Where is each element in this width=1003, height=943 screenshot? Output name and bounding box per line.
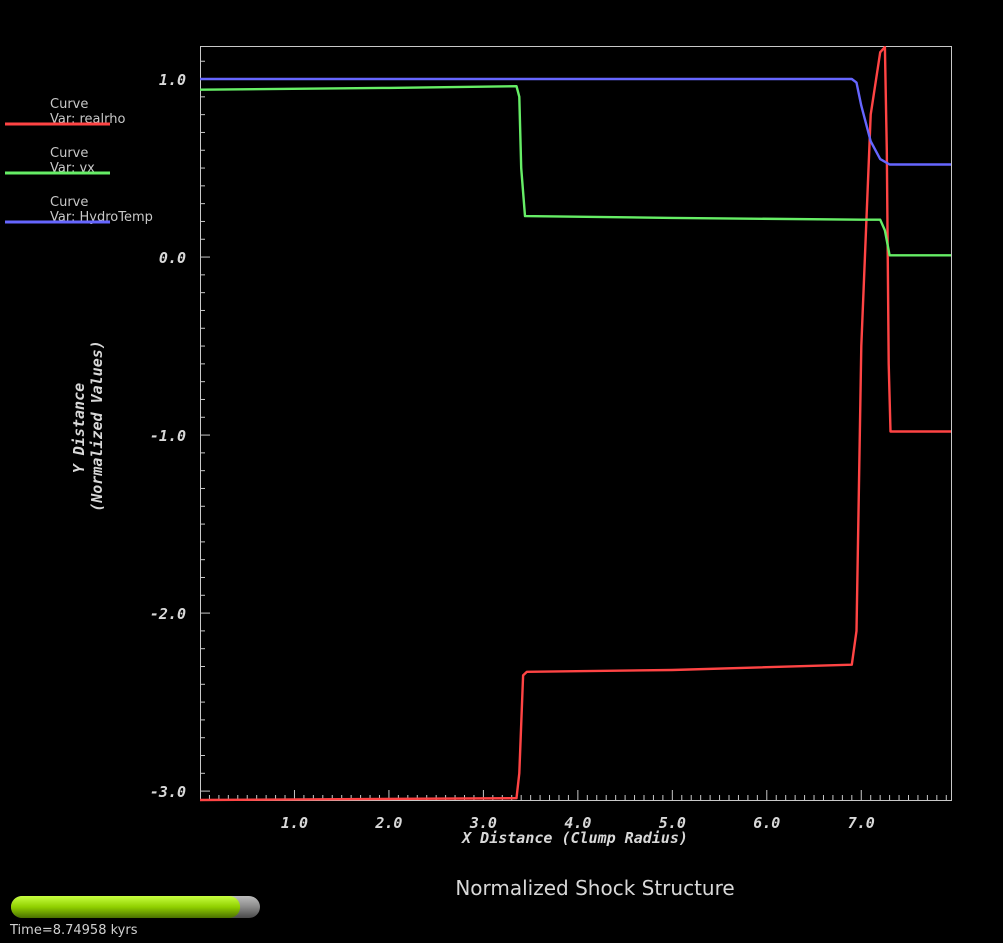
y-tick-label: -3.0	[150, 783, 186, 801]
x-tick-label: 5.0	[659, 814, 686, 832]
plot-frame	[200, 46, 952, 801]
x-tick-label: 4.0	[564, 814, 591, 832]
x-tick-label: 1.0	[281, 814, 308, 832]
legend-label-curve: Curve	[50, 146, 88, 161]
y-axis-ticks: 1.0 0.0 -1.0 -2.0 -3.0	[150, 60, 210, 801]
y-tick-label: -1.0	[150, 427, 186, 445]
y-axis-label: Y Distance (Normalized Values)	[70, 340, 106, 512]
y-axis-label-line1: Y Distance	[70, 383, 88, 473]
y-tick-label: 1.0	[159, 71, 186, 89]
x-axis-label: X Distance (Clump Radius)	[460, 829, 688, 847]
time-label: Time=8.74958 kyrs	[9, 923, 138, 938]
x-axis-ticks: 1.0 2.0 3.0 4.0 5.0 6.0 7.0	[208, 790, 947, 832]
series-line-1	[200, 84, 951, 257]
series-lines	[200, 46, 951, 802]
x-tick-label: 3.0	[469, 814, 497, 832]
x-tick-label: 6.0	[753, 814, 780, 832]
legend-label-curve: Curve	[50, 195, 88, 210]
x-tick-label: 2.0	[374, 814, 402, 832]
x-tick-label: 7.0	[848, 814, 875, 832]
y-tick-label: -2.0	[150, 605, 186, 623]
series-line-2	[200, 77, 951, 166]
time-progress-bar	[11, 896, 260, 918]
progress-fill	[11, 896, 241, 918]
legend-label-curve: Curve	[50, 97, 88, 112]
y-axis-label-line2: (Normalized Values)	[88, 340, 106, 512]
chart-title: Normalized Shock Structure	[455, 876, 734, 900]
y-tick-label: 0.0	[159, 249, 186, 267]
series-line-0	[200, 46, 951, 802]
